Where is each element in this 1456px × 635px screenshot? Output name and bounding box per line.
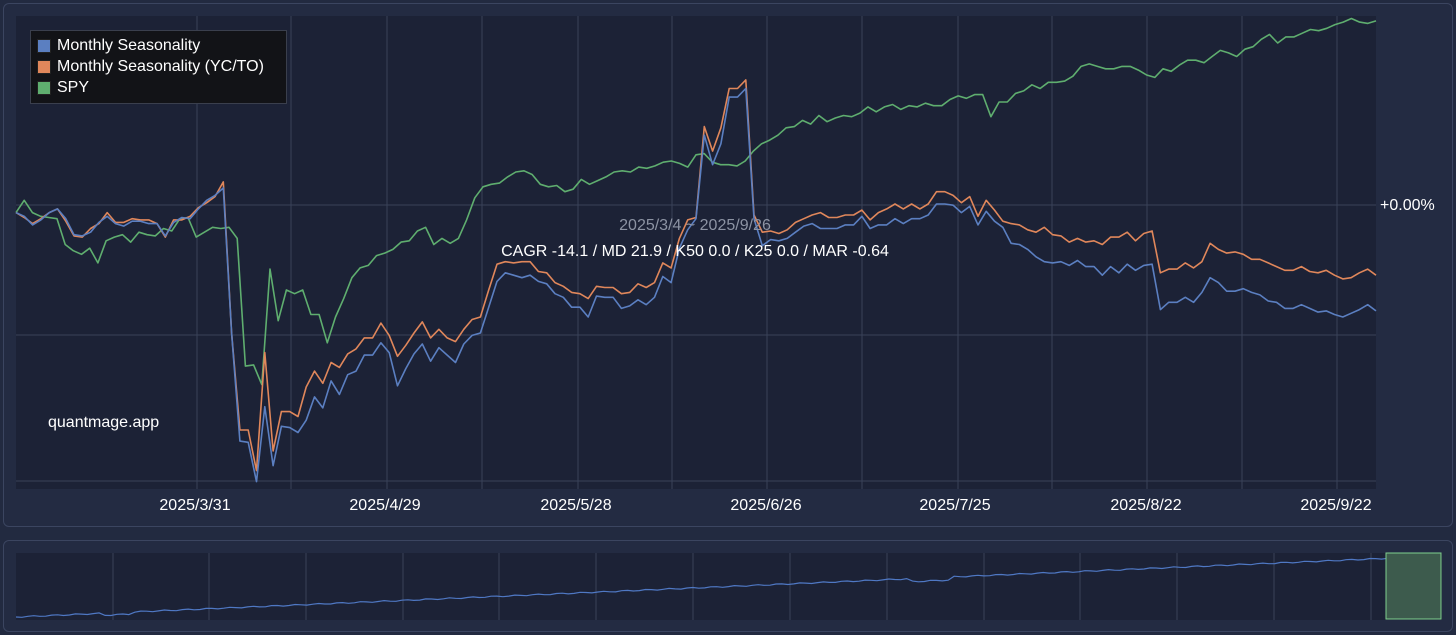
date-range-label: 2025/3/4 ~ 2025/9/26 <box>619 217 771 234</box>
x-tick-label: 2025/3/31 <box>159 497 231 514</box>
series-line-monthly-seasonality <box>15 87 1377 483</box>
legend-swatch-green <box>37 80 51 95</box>
legend-label: Monthly Seasonality <box>57 36 201 54</box>
series-lines <box>15 17 1377 483</box>
legend-swatch-blue <box>37 38 51 53</box>
x-tick-label: 2025/6/26 <box>730 497 802 514</box>
navigator-series-line <box>15 555 1442 618</box>
x-tick-label: 2025/8/22 <box>1110 497 1182 514</box>
legend-item-monthly-seasonality[interactable]: Monthly Seasonality <box>37 35 280 56</box>
series-line-spy <box>15 17 1377 386</box>
legend-item-spy[interactable]: SPY <box>37 77 280 98</box>
x-tick-label: 2025/7/25 <box>919 497 991 514</box>
legend-label: Monthly Seasonality (YC/TO) <box>57 57 264 75</box>
x-tick-label: 2025/5/28 <box>540 497 612 514</box>
legend-item-monthly-seasonality-yc-to[interactable]: Monthly Seasonality (YC/TO) <box>37 56 280 77</box>
grid-lines <box>16 16 1376 489</box>
legend-label: SPY <box>57 78 90 96</box>
navigator-selection-handle[interactable] <box>1385 552 1442 620</box>
x-tick-label: 2025/4/29 <box>349 497 421 514</box>
watermark: quantmage.app <box>48 414 160 431</box>
chart-legend: Monthly Seasonality Monthly Seasonality … <box>30 30 287 104</box>
legend-swatch-orange <box>37 59 51 74</box>
stats-label: CAGR -14.1 / MD 21.9 / K50 0.0 / K25 0.0… <box>501 243 889 260</box>
x-tick-label: 2025/9/22 <box>1300 497 1372 514</box>
y-axis-zero-label: +0.00% <box>1380 197 1435 214</box>
navigator-line <box>15 555 1442 618</box>
